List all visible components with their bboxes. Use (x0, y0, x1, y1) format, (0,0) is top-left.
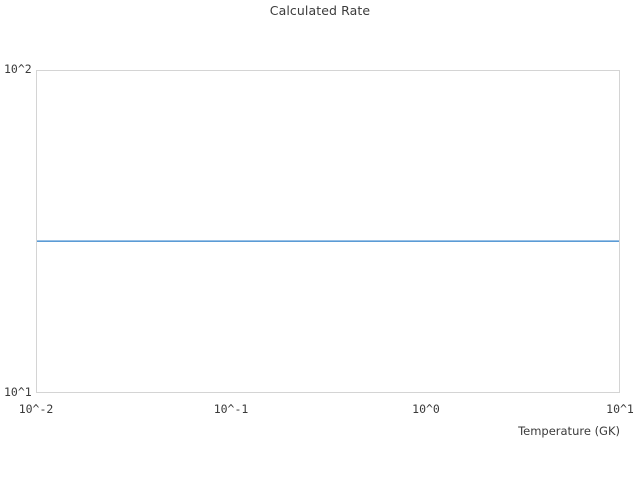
chart-title: Calculated Rate (269, 3, 371, 18)
x-tick-label-1: 10^-1 (213, 402, 249, 416)
plot-area (36, 70, 620, 393)
x-tick-label-0: 10^-2 (18, 402, 54, 416)
y-tick-label-upper: 10^2 (4, 62, 32, 76)
x-axis-title: Temperature (GK) (518, 424, 620, 438)
data-series-layer (37, 71, 619, 392)
x-tick-label-2: 10^0 (412, 402, 440, 416)
x-tick-label-3: 10^1 (606, 402, 634, 416)
y-tick-label-lower: 10^1 (4, 385, 32, 399)
